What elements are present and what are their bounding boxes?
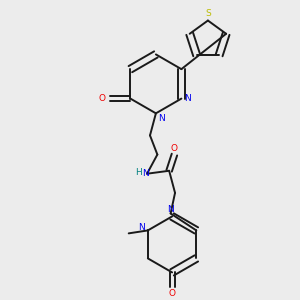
Text: O: O [171,144,178,153]
Text: N: N [142,169,149,178]
Text: O: O [169,289,176,298]
Text: H: H [135,168,142,177]
Text: N: N [158,114,165,123]
Text: N: N [167,206,174,214]
Text: O: O [99,94,106,103]
Text: S: S [205,9,211,18]
Text: N: N [138,223,145,232]
Text: N: N [184,94,191,103]
